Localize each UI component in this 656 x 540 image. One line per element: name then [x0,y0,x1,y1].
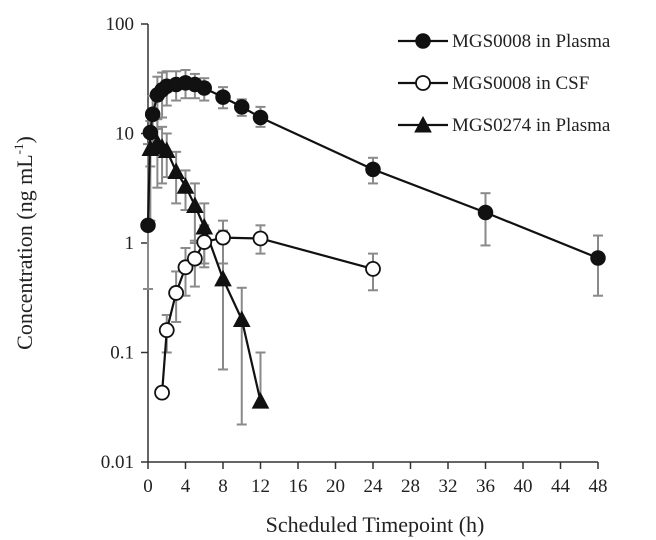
data-point-filled-circle [215,89,231,105]
legend: MGS0008 in Plasma MGS0008 in CSF MGS0274… [398,31,611,136]
x-tick-label: 0 [143,476,153,497]
legend-item-csf: MGS0008 in CSF [398,73,589,94]
data-point-filled-circle [234,99,250,115]
data-point-open-circle [252,230,269,247]
x-tick-label: 32 [439,476,458,497]
data-point-triangle [251,392,270,409]
x-tick-label: 36 [476,476,495,497]
y-tick-label: 0.1 [110,343,134,364]
x-tick-label: 8 [218,476,228,497]
y-axis-title: Concentration (ng mL-1) [11,136,37,350]
legend-label-mgs0274: MGS0274 in Plasma [452,115,611,136]
y-tick-label: 100 [106,14,135,35]
data-point-triangle [186,196,204,214]
y-tick-label: 1 [125,233,135,254]
x-tick-label: 20 [326,476,345,497]
data-point-filled-circle [252,109,269,126]
data-point-filled-circle [142,124,159,141]
legend-label-plasma: MGS0008 in Plasma [452,31,611,52]
legend-marker-open-circle [415,75,431,91]
data-point-triangle [157,141,176,158]
x-tick-label: 4 [181,476,191,497]
y-axis: 0.01 0.1 1 10 100 [101,14,149,473]
data-point-filled-circle [140,217,156,234]
data-point-triangle [214,269,232,287]
legend-item-plasma: MGS0008 in Plasma [398,31,611,52]
x-axis-title: Scheduled Timepoint (h) [266,512,485,537]
data-point-triangle [195,217,214,235]
data-point-open-circle [365,261,381,277]
data-point-filled-circle [477,204,494,221]
x-tick-label: 48 [589,476,608,497]
legend-item-mgs0274: MGS0274 in Plasma [398,115,611,136]
legend-marker-filled-circle [415,33,431,49]
x-tick-label: 24 [364,476,384,497]
y-tick-label: 10 [115,124,134,145]
data-point-open-circle [154,384,170,401]
data-point-triangle [176,177,195,194]
data-point-triangle [167,162,185,179]
x-tick-label: 44 [551,476,571,497]
data-point-open-circle [158,322,175,339]
x-axis: 0 4 8 12 16 20 24 28 32 36 40 44 48 [143,461,608,497]
data-point-filled-circle [365,161,381,178]
x-tick-label: 12 [251,476,270,497]
y-tick-label: 0.01 [101,452,134,473]
data-point-open-circle [215,229,231,246]
y-ticks: 0.01 0.1 1 10 100 [101,14,148,473]
data-point-filled-circle [590,250,606,266]
series-line-2 [149,141,262,402]
data-point-triangle [232,310,251,328]
x-tick-label: 40 [514,476,533,497]
legend-marker-triangle [414,115,432,133]
data-point-filled-circle [196,80,212,96]
x-ticks: 0 4 8 12 16 20 24 28 32 36 40 44 48 [143,462,608,497]
x-tick-label: 28 [401,476,420,497]
data-point-open-circle [168,285,185,301]
legend-label-csf: MGS0008 in CSF [452,73,589,94]
x-tick-label: 16 [289,476,308,497]
data-point-open-circle [196,234,213,250]
data-point-filled-circle [144,106,161,122]
series-markers [140,75,606,409]
data-point-open-circle [186,250,203,267]
